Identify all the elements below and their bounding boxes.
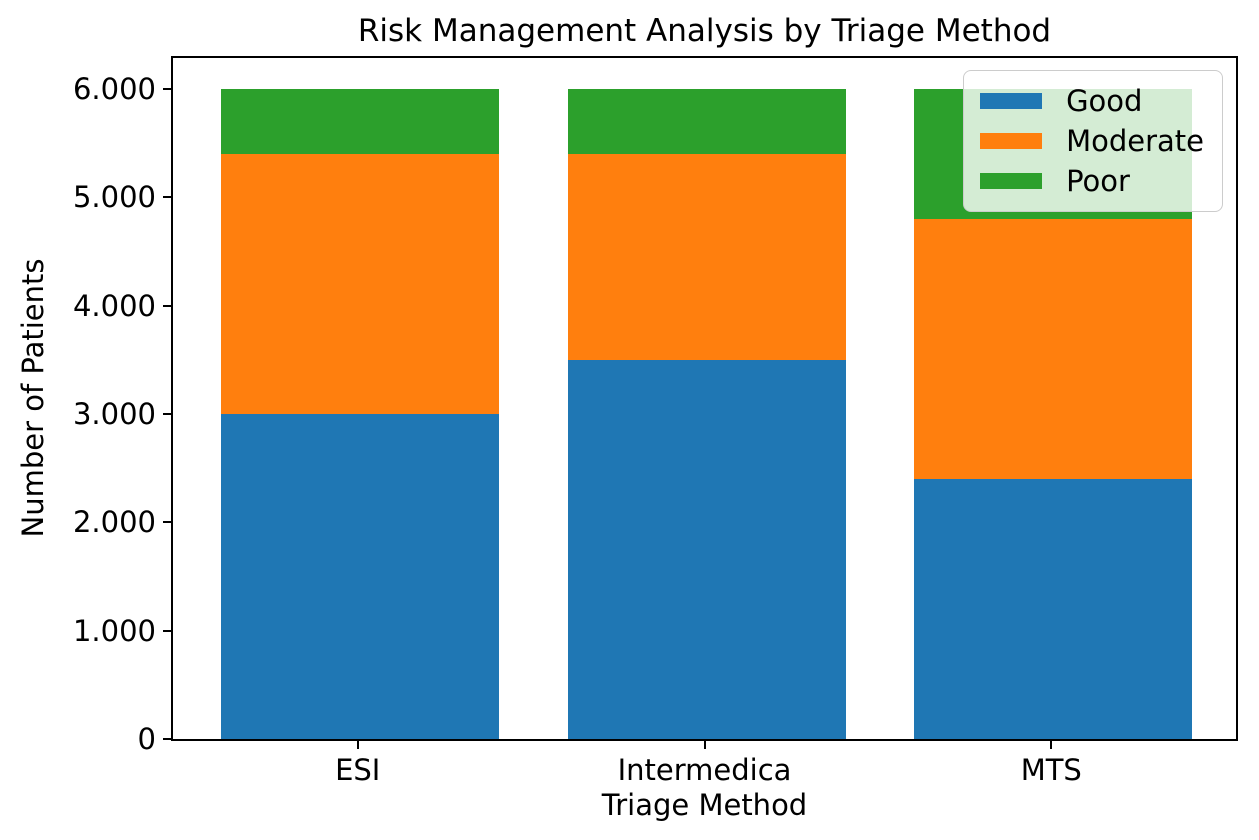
legend-swatch-good [980,93,1043,109]
legend-label-poor: Poor [1066,164,1130,198]
legend-swatch-poor [980,173,1043,189]
y-tick-mark [163,304,171,307]
bar-segment-esi-good [220,414,499,739]
y-tick-label: 0 [137,722,156,756]
x-tick-mark [1050,741,1053,749]
legend-row-poor: Poor [980,161,1204,201]
bar-segment-mts-good [914,479,1193,739]
y-tick-label: 3.000 [72,397,156,431]
y-tick-label: 4.000 [72,288,156,323]
bar-segment-mts-moderate [914,219,1193,479]
legend-row-moderate: Moderate [980,121,1204,161]
bar-segment-esi-poor [220,89,499,154]
legend-row-good: Good [980,81,1204,121]
y-tick-mark [163,738,171,740]
bar-segment-intermedica-moderate [567,154,846,360]
legend-label-good: Good [1066,84,1143,118]
x-axis-label: Triage Method [601,788,808,822]
bar-segment-intermedica-good [567,359,846,739]
plot-area: Good Moderate Poor [171,56,1238,741]
bar-segment-esi-moderate [220,154,499,414]
y-tick-mark [163,521,171,524]
y-tick-label: 5.000 [72,180,156,215]
y-tick-mark [163,88,171,90]
x-tick-label-esi: ESI [335,753,381,787]
x-tick-mark [356,741,359,749]
y-tick-mark [163,196,171,199]
bar-segment-intermedica-poor [567,89,846,154]
legend-swatch-moderate [980,133,1043,149]
x-tick-mark [703,741,706,749]
y-tick-mark [163,413,171,415]
x-tick-label-mts: MTS [1020,753,1082,787]
chart-title: Risk Management Analysis by Triage Metho… [357,13,1052,49]
legend-label-moderate: Moderate [1066,124,1204,158]
y-tick-label: 6.000 [72,72,156,106]
legend: Good Moderate Poor [963,70,1223,212]
y-tick-label: 2.000 [72,505,156,540]
y-tick-mark [163,629,171,632]
x-tick-label-intermedica: Intermedica [617,753,792,787]
y-tick-label: 1.000 [72,613,156,648]
